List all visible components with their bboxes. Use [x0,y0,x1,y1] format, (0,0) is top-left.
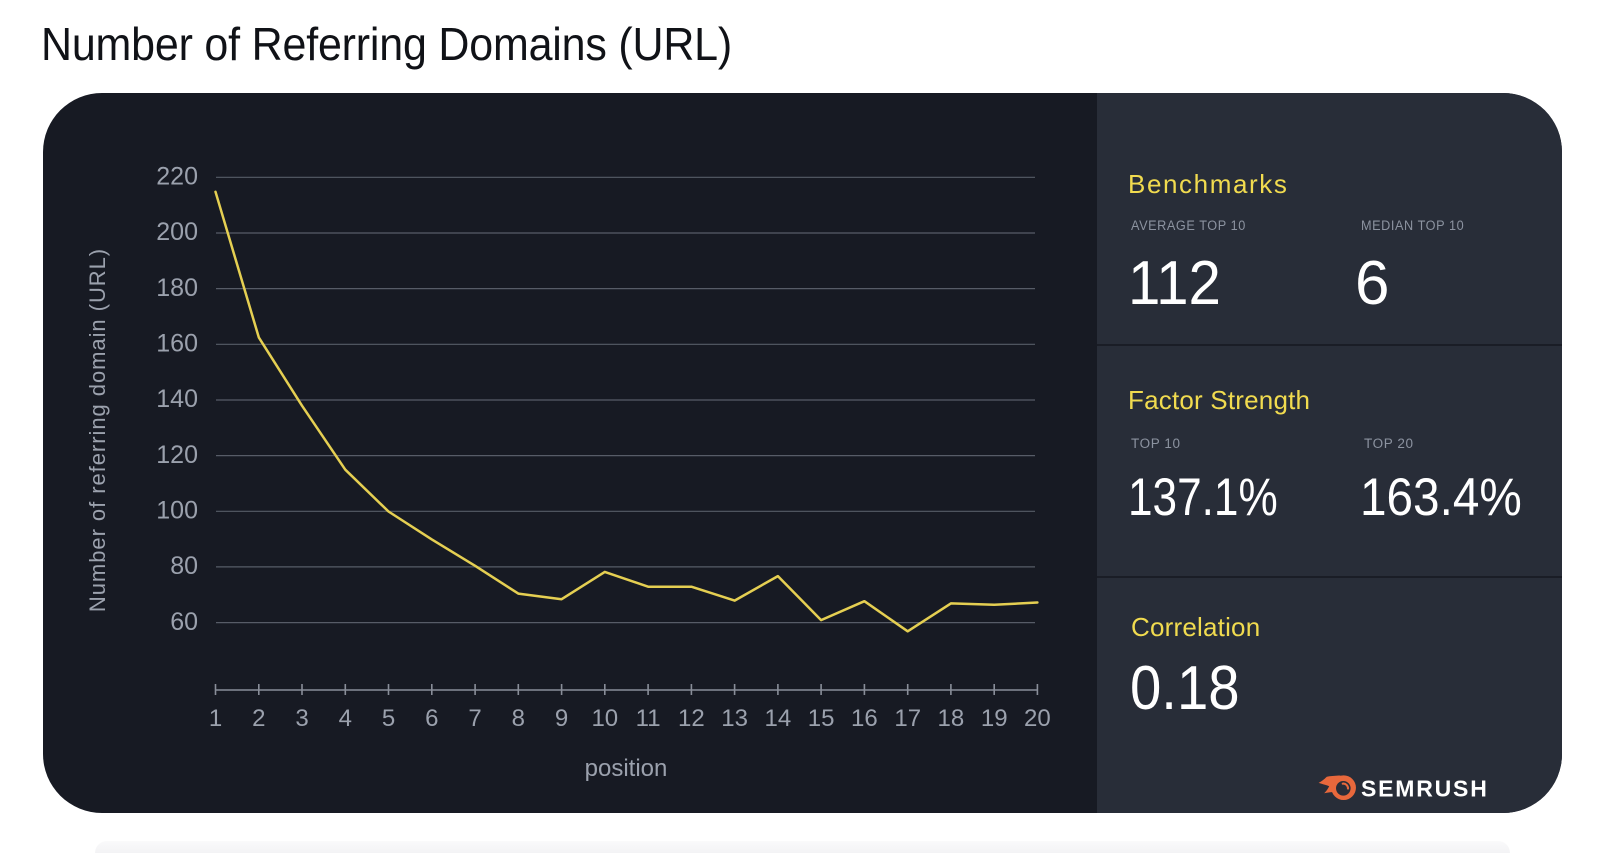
svg-text:15: 15 [808,705,835,732]
svg-text:9: 9 [555,705,568,732]
svg-text:140: 140 [156,385,198,413]
svg-text:220: 220 [156,163,198,191]
svg-text:2: 2 [252,705,265,732]
svg-text:80: 80 [170,552,198,580]
svg-text:17: 17 [894,705,921,732]
svg-text:12: 12 [678,705,705,732]
svg-text:6: 6 [425,705,438,732]
svg-text:18: 18 [938,705,965,732]
svg-text:19: 19 [981,705,1008,732]
svg-text:180: 180 [156,274,198,302]
svg-text:14: 14 [765,705,792,732]
svg-text:8: 8 [512,705,525,732]
svg-text:20: 20 [1024,705,1051,732]
svg-text:160: 160 [156,330,198,358]
svg-text:200: 200 [156,218,198,246]
svg-text:4: 4 [339,705,352,732]
svg-text:3: 3 [295,705,308,732]
svg-text:120: 120 [156,441,198,469]
svg-text:Number of referring domain (UR: Number of referring domain (URL) [85,248,110,612]
svg-text:1: 1 [209,705,222,732]
svg-text:SEMRUSH: SEMRUSH [1361,776,1489,802]
svg-text:13: 13 [721,705,748,732]
svg-text:10: 10 [591,705,618,732]
svg-text:60: 60 [170,608,198,636]
svg-text:16: 16 [851,705,878,732]
svg-text:100: 100 [156,497,198,525]
svg-text:11: 11 [636,705,661,732]
svg-text:7: 7 [468,705,481,732]
svg-text:position: position [585,755,668,782]
svg-text:5: 5 [382,705,395,732]
